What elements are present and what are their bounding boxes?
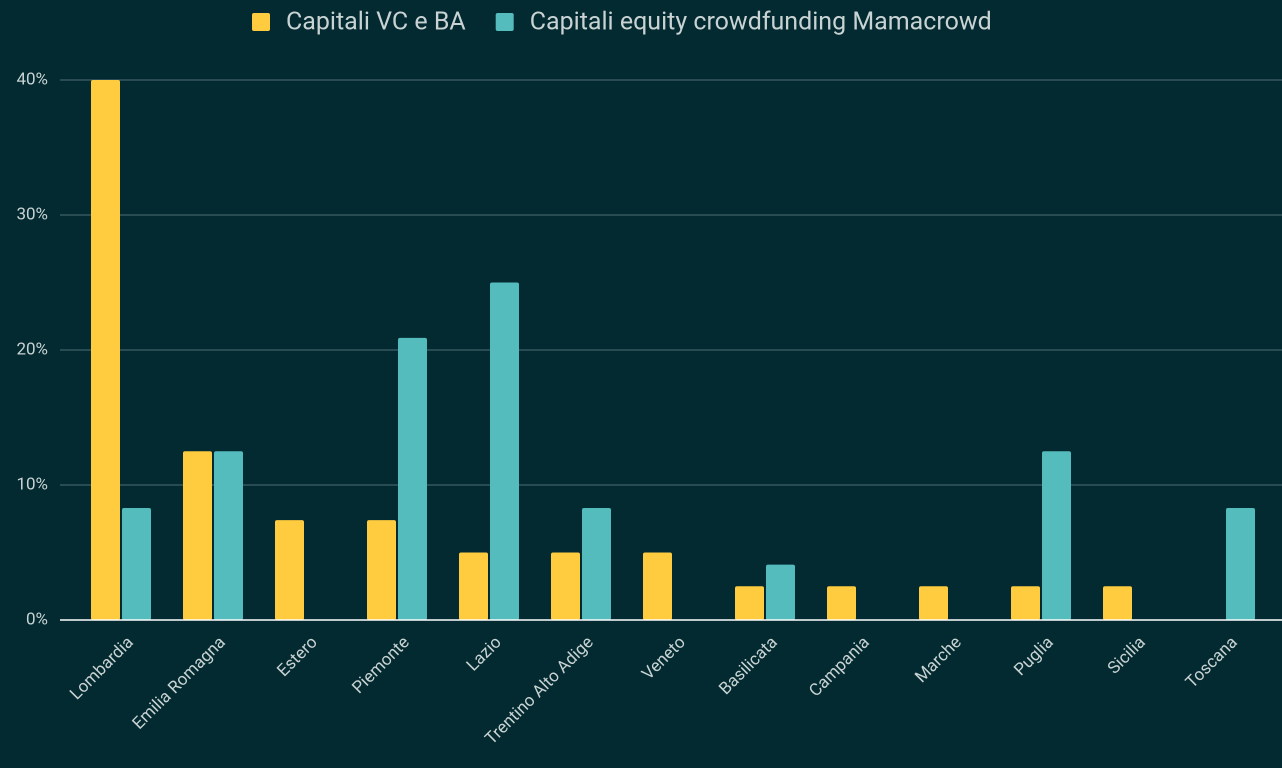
bar — [1011, 586, 1040, 620]
bar — [183, 451, 212, 620]
x-tick-label: Basilicata — [715, 633, 781, 699]
y-tick-label: 40% — [16, 69, 48, 89]
bar — [214, 451, 243, 620]
x-tick-label: Lazio — [463, 633, 506, 676]
x-tick-label: Puglia — [1010, 633, 1057, 680]
bar — [1103, 586, 1132, 620]
bar — [91, 80, 120, 620]
bar — [490, 282, 519, 620]
legend-swatch — [252, 13, 270, 31]
x-tick-label: Piemonte — [348, 633, 413, 698]
bar — [735, 586, 764, 620]
x-tick-label: Veneto — [638, 633, 690, 685]
legend-label: Capitali equity crowdfunding Mamacrowd — [530, 8, 992, 37]
bar — [398, 337, 427, 620]
x-tick-label: Marche — [911, 633, 965, 687]
bar — [827, 586, 856, 620]
x-tick-label: Estero — [273, 633, 321, 681]
y-tick-label: 30% — [16, 204, 48, 224]
y-tick-label: 10% — [16, 474, 48, 494]
y-tick-label: 20% — [16, 339, 48, 359]
bar — [766, 564, 795, 620]
bar — [367, 520, 396, 620]
legend-swatch — [495, 13, 514, 31]
y-tick-label: 0% — [26, 609, 48, 629]
bar — [1042, 451, 1071, 620]
legend-label: Capitali VC e BA — [286, 8, 466, 37]
bar — [919, 586, 948, 620]
x-tick-label: Sicilia — [1104, 633, 1150, 679]
x-tick-label: Lombardia — [66, 633, 138, 705]
bar — [643, 552, 672, 620]
bar — [551, 552, 580, 620]
x-tick-label: Toscana — [1182, 633, 1242, 693]
bar — [1226, 507, 1255, 620]
bar — [122, 507, 151, 620]
bar — [459, 552, 488, 620]
x-tick-label: Emilia Romagna — [129, 633, 230, 734]
bar — [275, 520, 304, 620]
bar — [582, 507, 611, 620]
x-tick-label: Campania — [805, 633, 873, 701]
